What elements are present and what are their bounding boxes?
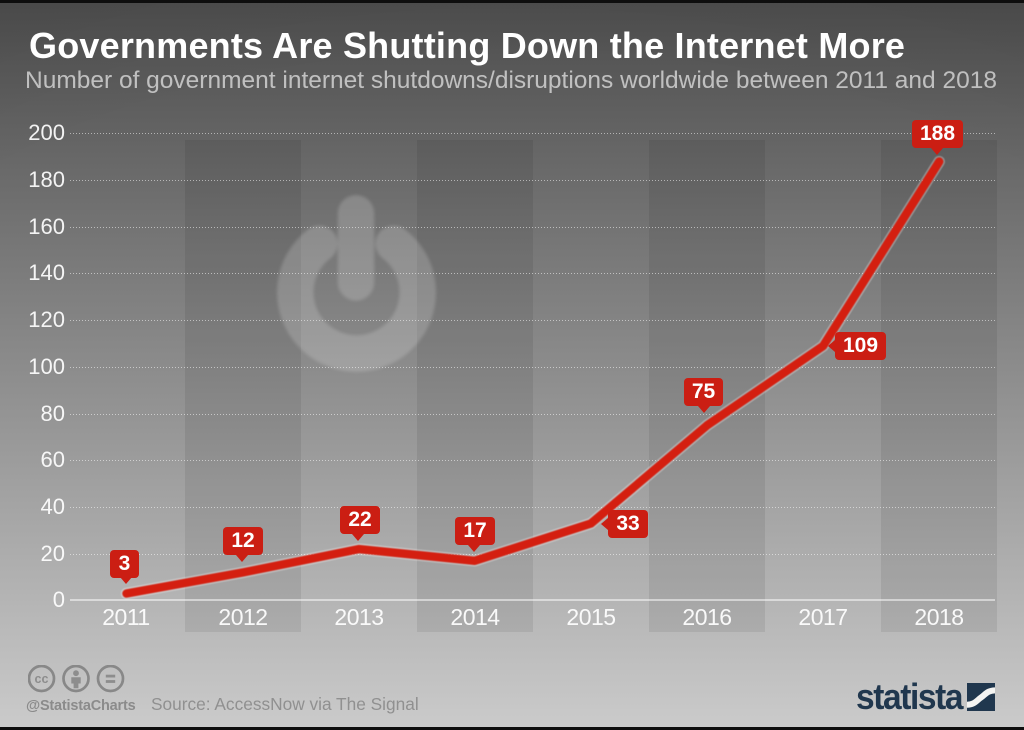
svg-text:cc: cc <box>35 672 49 686</box>
